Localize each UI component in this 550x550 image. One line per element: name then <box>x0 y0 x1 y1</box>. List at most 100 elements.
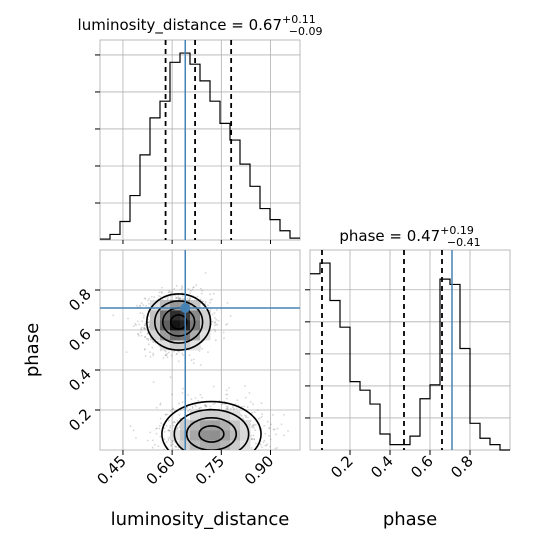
sample-point <box>150 295 153 298</box>
density-cell <box>210 430 221 441</box>
sample-point <box>202 458 204 460</box>
sample-point <box>177 296 180 299</box>
sample-point <box>268 435 270 437</box>
sample-point <box>179 297 181 300</box>
sample-point <box>175 446 177 448</box>
sample-point <box>144 355 147 357</box>
sample-point <box>178 440 181 443</box>
sample-point <box>169 410 172 412</box>
sample-point <box>181 392 184 394</box>
sample-point <box>226 474 228 476</box>
density-cell <box>200 440 211 450</box>
density-cell <box>200 410 211 421</box>
sample-point <box>190 398 193 401</box>
sample-point <box>207 451 209 453</box>
sample-point <box>243 405 245 408</box>
contour-mode1-level0 <box>198 425 225 443</box>
sample-point <box>226 406 229 408</box>
sample-point <box>204 404 207 406</box>
contour-mode0-level2 <box>153 300 204 344</box>
sample-point <box>175 353 178 356</box>
density-cell <box>160 320 171 331</box>
sample-point <box>225 454 227 456</box>
sample-point <box>174 449 177 450</box>
sample-point <box>225 323 227 326</box>
sample-point <box>202 458 204 460</box>
density-cell <box>220 440 231 450</box>
sample-point <box>202 459 204 461</box>
sample-point <box>195 452 197 454</box>
sample-point <box>167 437 170 439</box>
sample-point <box>170 445 173 447</box>
density-cell <box>230 430 241 441</box>
sample-point <box>183 460 185 462</box>
sample-point <box>231 406 234 409</box>
sample-point <box>223 454 225 456</box>
sample-point <box>224 454 226 456</box>
sample-point <box>135 437 137 439</box>
panel-joint: 0.45 0.60 0.75 0.90 0.2 0.4 0.6 0.8 <box>65 249 301 488</box>
sample-point <box>135 324 137 326</box>
density-cell <box>200 320 211 331</box>
sample-point <box>191 454 193 456</box>
density-cell <box>190 310 201 321</box>
sample-point <box>161 292 163 295</box>
histogram-step-luminosity-distance <box>100 52 300 240</box>
sample-point <box>178 350 181 353</box>
sample-point <box>176 426 179 429</box>
sample-point <box>238 452 240 454</box>
sample-point <box>253 423 255 426</box>
density-cell <box>230 420 241 431</box>
sample-point <box>181 457 183 459</box>
sample-point <box>242 451 244 453</box>
sample-point <box>175 284 178 287</box>
sample-point <box>142 304 145 306</box>
sample-point <box>243 464 245 466</box>
sample-point <box>171 440 174 443</box>
sample-point <box>248 461 250 463</box>
sample-point <box>175 297 177 300</box>
truth-marker <box>180 303 191 313</box>
sample-point <box>189 289 192 292</box>
sample-point <box>226 407 229 410</box>
density-cell <box>200 310 211 321</box>
density-cell <box>220 410 231 421</box>
density-cell <box>190 430 201 441</box>
sample-point <box>246 452 248 454</box>
sample-point <box>192 358 195 361</box>
sample-point <box>273 428 276 431</box>
density-cell <box>210 440 221 450</box>
x-tick-label-luminosity-distance: 0.90 <box>241 452 277 488</box>
sample-point <box>143 336 146 339</box>
sample-point <box>136 304 138 307</box>
sample-point <box>269 438 272 441</box>
sample-point <box>237 451 239 453</box>
sample-point <box>175 296 178 299</box>
sample-point <box>214 339 217 342</box>
sample-point <box>287 430 289 432</box>
sample-point <box>248 452 250 454</box>
sample-point <box>199 298 202 301</box>
sample-point <box>165 354 168 356</box>
sample-point <box>204 301 207 303</box>
sample-point <box>210 298 213 301</box>
sample-point <box>252 453 254 455</box>
sample-point <box>174 445 177 448</box>
sample-point <box>231 461 233 463</box>
sample-point <box>172 408 174 410</box>
sample-point <box>256 409 259 411</box>
sample-point <box>249 401 252 403</box>
sample-point <box>142 316 145 319</box>
sample-point <box>148 321 151 324</box>
sample-point <box>227 454 229 456</box>
sample-point <box>214 330 217 333</box>
sample-point <box>145 337 148 340</box>
density-cell <box>160 330 171 341</box>
sample-point <box>184 457 186 459</box>
sample-point <box>181 286 184 289</box>
sample-point <box>242 466 244 468</box>
sample-point <box>138 323 141 326</box>
sample-point <box>147 338 150 340</box>
sample-point <box>191 288 194 291</box>
sample-point <box>149 356 152 358</box>
